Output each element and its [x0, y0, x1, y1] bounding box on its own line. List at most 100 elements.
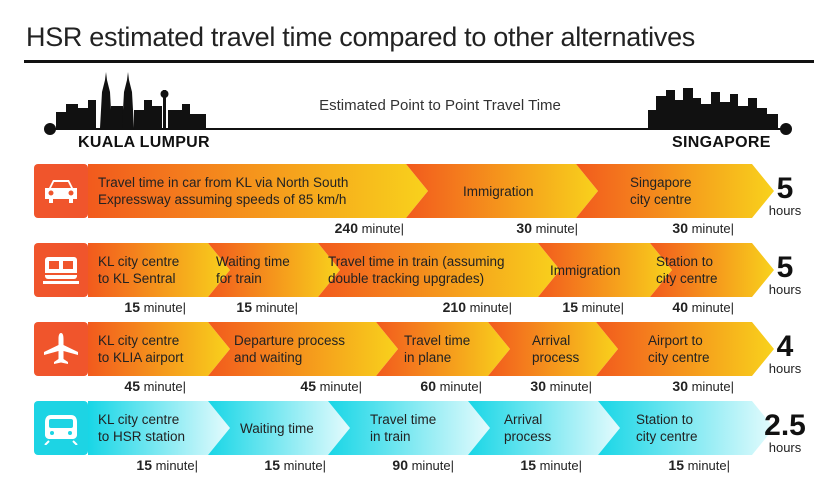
minutes-unit: minute| — [687, 221, 734, 236]
minutes-value: 40 — [672, 299, 688, 315]
segment-label-text: Station to city centre — [656, 254, 718, 286]
segment-minutes: 15 minute| — [236, 299, 298, 315]
segment-arrow — [576, 164, 774, 218]
total-hours-unit: hours — [768, 361, 802, 376]
minutes-unit: minute| — [139, 379, 186, 394]
minutes-unit: minute| — [545, 379, 592, 394]
segment-minutes: 15 minute| — [264, 457, 326, 473]
minutes-unit: minute| — [435, 379, 482, 394]
segment-label: Travel time in plane — [404, 322, 470, 376]
minutes-unit: minute| — [251, 300, 298, 315]
segment-arrow — [208, 322, 398, 376]
total-hours-value: 2.5 — [764, 409, 806, 442]
segment-minutes: 90 minute| — [392, 457, 454, 473]
minutes-unit: minute| — [535, 458, 582, 473]
segment-arrows — [88, 322, 774, 376]
segment-label-text: Station to city centre — [636, 412, 698, 444]
segment-label-text: Waiting time — [240, 420, 314, 436]
segment-label: Arrival process — [504, 401, 551, 455]
segment-band: KL city centre to KLIA airport Departure … — [88, 322, 776, 376]
segment-label: Arrival process — [532, 322, 579, 376]
segment-label-text: Waiting time for train — [216, 254, 290, 286]
minutes-unit: minute| — [315, 379, 362, 394]
segment-arrow — [376, 322, 510, 376]
segment-arrow — [208, 401, 350, 455]
segment-label: Immigration — [550, 243, 621, 297]
total-hours-unit: hours — [768, 282, 802, 297]
segment-arrow — [88, 322, 230, 376]
segment-minutes: 30 minute| — [516, 220, 578, 236]
segment-arrow — [88, 243, 230, 297]
minutes-value: 15 — [562, 299, 578, 315]
segment-minutes: 45 minute| — [124, 378, 186, 394]
segment-minutes: 240 minute| — [335, 220, 404, 236]
minutes-unit: minute| — [683, 458, 730, 473]
segment-arrow — [598, 401, 774, 455]
travel-row-hsr: KL city centre to HSR station Waiting tim… — [0, 401, 840, 477]
minutes-value: 15 — [520, 457, 536, 473]
minutes-value: 30 — [672, 220, 688, 236]
segment-arrow — [596, 322, 774, 376]
minutes-unit: minute| — [357, 221, 404, 236]
page-title: HSR estimated travel time compared to ot… — [26, 22, 695, 52]
segment-label-text: KL city centre to HSR station — [98, 412, 186, 444]
segment-minutes: 15 minute| — [124, 299, 186, 315]
minutes-value: 15 — [124, 299, 140, 315]
segment-arrow — [88, 401, 230, 455]
high-speed-train-icon — [34, 401, 88, 455]
total-duration: 4 hours — [750, 332, 820, 376]
car-icon — [34, 164, 88, 218]
minutes-value: 45 — [300, 378, 316, 394]
minutes-value: 45 — [124, 378, 140, 394]
total-hours-value: 5 — [776, 251, 794, 284]
minutes-value: 15 — [136, 457, 152, 473]
segment-arrow — [488, 322, 618, 376]
total-hours-value: 4 — [776, 330, 794, 363]
segment-label: Singapore city centre — [630, 164, 692, 218]
segment-label-text: Singapore city centre — [630, 175, 692, 207]
segment-label: Travel time in car from KL via North Sou… — [98, 164, 348, 218]
segment-label: Immigration — [463, 164, 534, 218]
segment-label-text: KL city centre to KLIA airport — [98, 333, 184, 365]
segment-minutes: 30 minute| — [672, 378, 734, 394]
segment-label-text: KL city centre to KL Sentral — [98, 254, 180, 286]
minutes-unit: minute| — [139, 300, 186, 315]
segment-minutes: 15 minute| — [520, 457, 582, 473]
segment-label: Airport to city centre — [648, 322, 710, 376]
minutes-value: 15 — [264, 457, 280, 473]
segment-arrows — [88, 401, 774, 455]
total-duration: 2.5 hours — [750, 411, 820, 455]
travel-row-plane: KL city centre to KLIA airport Departure … — [0, 322, 840, 398]
minutes-unit: minute| — [687, 379, 734, 394]
minutes-value: 30 — [516, 220, 532, 236]
timeline-axis — [48, 128, 788, 130]
segment-label: Waiting time for train — [216, 243, 290, 297]
minutes-unit: minute| — [531, 221, 578, 236]
segment-arrow — [208, 243, 340, 297]
minutes-unit: minute| — [465, 300, 512, 315]
total-hours-unit: hours — [768, 440, 802, 455]
segment-minutes: 30 minute| — [672, 220, 734, 236]
segment-label: Travel time in train (assuming double tr… — [328, 243, 505, 297]
kuala-lumpur-skyline — [56, 72, 206, 128]
segment-label: Departure process and waiting — [234, 322, 345, 376]
segment-label-text: Travel time in plane — [404, 333, 471, 365]
minutes-unit: minute| — [151, 458, 198, 473]
segment-label-text: Arrival process — [532, 333, 580, 365]
minutes-unit: minute| — [577, 300, 624, 315]
segment-label: KL city centre to KLIA airport — [98, 322, 184, 376]
segment-label-text: Immigration — [463, 183, 534, 199]
segment-label-text: Travel time in car from KL via North Sou… — [98, 175, 349, 207]
minutes-value: 30 — [530, 378, 546, 394]
minutes-value: 240 — [334, 220, 358, 236]
segment-band: Travel time in car from KL via North Sou… — [88, 164, 776, 218]
title-divider — [24, 60, 814, 63]
segment-arrow — [88, 164, 428, 218]
segment-label-text: Travel time in train (assuming double tr… — [328, 254, 505, 286]
segment-band: KL city centre to HSR station Waiting tim… — [88, 401, 776, 455]
minutes-unit: minute| — [687, 300, 734, 315]
destination-marker — [780, 123, 792, 135]
segment-label: Station to city centre — [656, 243, 718, 297]
segment-minutes: 60 minute| — [420, 378, 482, 394]
segment-arrow — [650, 243, 774, 297]
